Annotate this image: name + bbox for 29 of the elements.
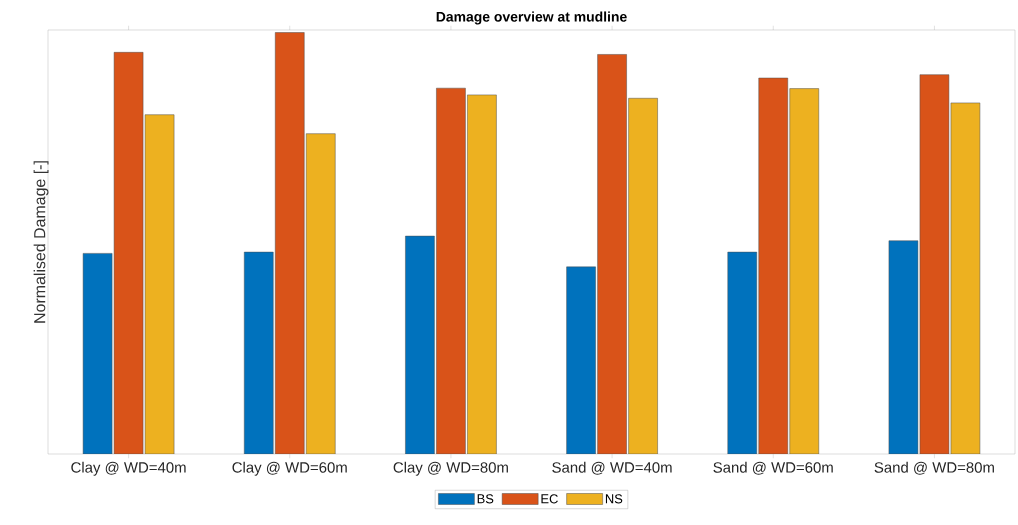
bar	[244, 251, 274, 454]
chart-title: Damage overview at mudline	[436, 11, 627, 25]
x-tick-label: Sand @ WD=60m	[713, 461, 833, 475]
bar	[144, 114, 175, 454]
legend-label: BS	[477, 494, 494, 504]
y-axis-title: Normalised Damage [-]	[33, 161, 49, 323]
x-tick-label: Clay @ WD=80m	[393, 461, 508, 476]
bar	[950, 102, 981, 454]
bar	[727, 251, 758, 454]
bar	[888, 240, 919, 454]
bar	[758, 77, 789, 454]
bar	[467, 94, 497, 454]
x-tick-label: Sand @ WD=40m	[552, 461, 672, 475]
x-tick-label: Sand @ WD=80m	[874, 461, 994, 475]
bar	[628, 98, 658, 454]
bar	[82, 253, 113, 454]
bar	[436, 87, 466, 454]
legend-label: EC	[541, 494, 558, 504]
bar	[405, 235, 435, 454]
bar	[113, 52, 144, 454]
bar	[275, 32, 305, 454]
legend-label: NS	[605, 494, 623, 504]
x-tick-label: Clay @ WD=60m	[232, 461, 347, 476]
bar	[789, 88, 819, 454]
bar	[919, 74, 950, 454]
bar	[597, 54, 627, 454]
bar	[306, 133, 336, 454]
x-tick-label: Clay @ WD=40m	[71, 461, 186, 476]
bar	[566, 266, 596, 454]
